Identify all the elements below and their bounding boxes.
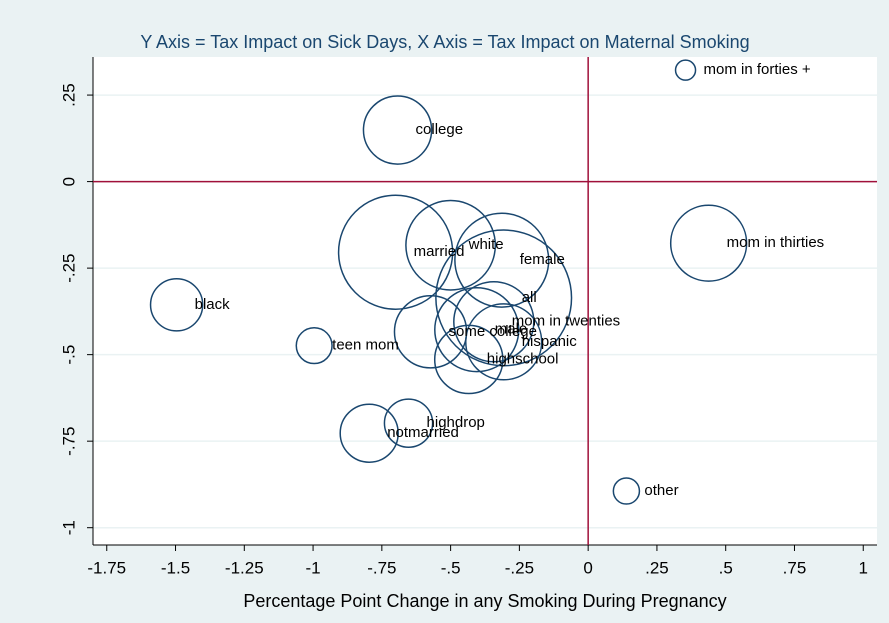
y-tick-label: -.75: [59, 427, 78, 456]
bubble: [674, 59, 697, 81]
x-tick-label: 0: [583, 558, 592, 577]
point-label: mom in twenties: [512, 313, 620, 330]
x-tick-label: -1.75: [87, 558, 126, 577]
x-tick-label: -.5: [441, 558, 461, 577]
bubble: [612, 477, 641, 505]
bubble: [405, 199, 497, 291]
point-label: notmarried: [387, 424, 459, 441]
point-label: all: [522, 289, 537, 306]
bubble: [433, 324, 504, 395]
point-label: white: [468, 236, 504, 253]
bubble: [149, 277, 204, 332]
bubble: [435, 229, 573, 367]
point-label: teen mom: [332, 337, 399, 354]
y-tick-label: -1: [59, 520, 78, 535]
x-tick-label: -.25: [505, 558, 534, 577]
chart-title: Y Axis = Tax Impact on Sick Days, X Axis…: [140, 32, 749, 52]
y-tick-label: -.25: [59, 253, 78, 282]
x-tick-label: .5: [719, 558, 733, 577]
x-tick-label: -1.5: [161, 558, 190, 577]
bubble: [669, 204, 748, 282]
x-tick-label: -.75: [367, 558, 396, 577]
bubble: [453, 281, 535, 363]
bubble: [383, 398, 434, 449]
point-label: some college: [449, 323, 537, 340]
y-tick-label: .25: [59, 83, 78, 107]
y-tick-label: -.5: [59, 345, 78, 365]
point-label: hispanic: [522, 333, 578, 350]
point-label: mom in forties +: [704, 61, 811, 78]
bubble: [465, 303, 543, 381]
plot-area: [93, 57, 877, 545]
point-label: mom in thirties: [727, 234, 825, 251]
bubble: [295, 327, 333, 365]
point-label: other: [644, 482, 678, 499]
bubble: [362, 95, 433, 165]
point-label: highdrop: [427, 414, 485, 431]
point-label: male: [495, 321, 528, 338]
bubble: [339, 403, 399, 463]
point-label: black: [195, 296, 231, 313]
x-tick-label: -1.25: [225, 558, 264, 577]
bubble: [454, 212, 550, 308]
x-axis-label: Percentage Point Change in any Smoking D…: [243, 591, 726, 611]
y-tick-label: 0: [59, 177, 78, 186]
point-label: college: [416, 121, 464, 138]
x-tick-label: 1: [859, 558, 868, 577]
point-label: married: [414, 243, 465, 260]
x-tick-label: -1: [306, 558, 321, 577]
x-tick-label: .75: [783, 558, 807, 577]
x-tick-label: .25: [645, 558, 669, 577]
point-label: highschool: [487, 350, 559, 367]
bubble: [434, 287, 520, 373]
point-label: female: [520, 251, 565, 268]
